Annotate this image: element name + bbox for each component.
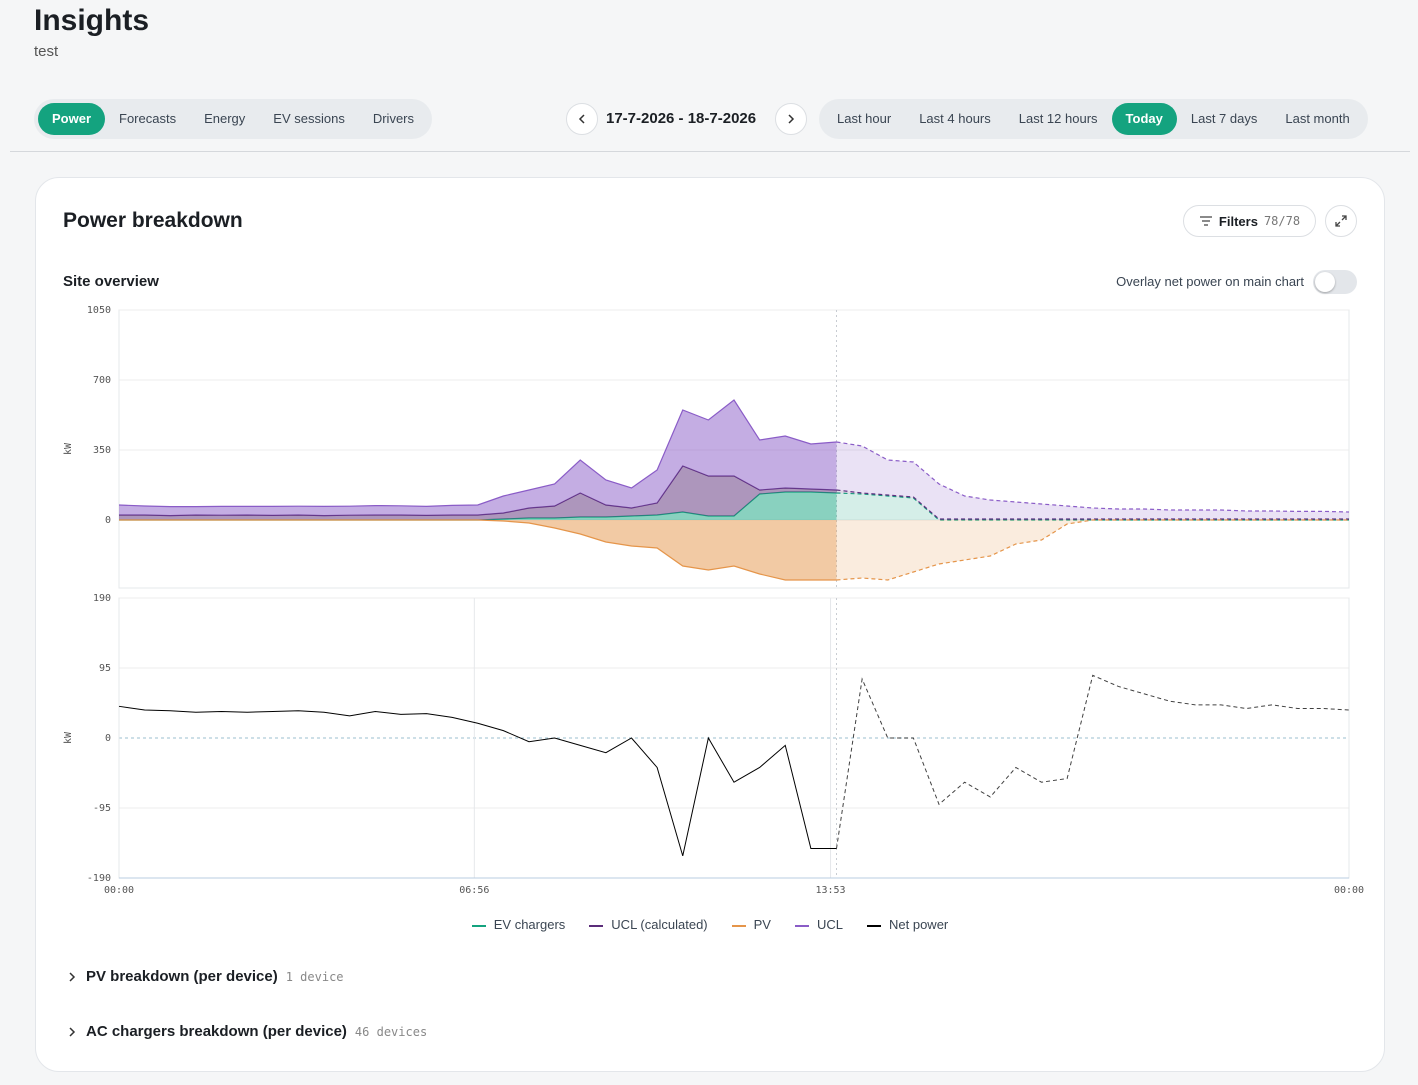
legend-item: UCL bbox=[794, 917, 843, 932]
y-tick-label: 0 bbox=[105, 515, 111, 526]
area-edge bbox=[119, 519, 837, 581]
legend-swatch bbox=[794, 924, 809, 927]
area bbox=[836, 520, 1349, 580]
legend-swatch bbox=[471, 924, 486, 927]
legend: EV chargers UCL (calculated) PV UCL Net powe… bbox=[35, 917, 1385, 932]
chevron bbox=[69, 1026, 76, 1037]
expand-icon bbox=[1335, 215, 1347, 227]
toggle-label: Overlay net power on main chart bbox=[1116, 274, 1304, 289]
x-tick-label: 00:00 bbox=[1334, 885, 1364, 896]
legend-label: UCL (calculated) bbox=[611, 917, 708, 932]
tab[interactable]: Energy bbox=[204, 111, 246, 126]
legend-swatch bbox=[589, 924, 604, 927]
legend-label: UCL bbox=[816, 917, 843, 932]
x-tick-label: 00:00 bbox=[104, 885, 134, 896]
area bbox=[119, 466, 837, 520]
y-axis-label: kW bbox=[63, 442, 74, 455]
y-tick-label: 1050 bbox=[87, 305, 111, 316]
legend-item: EV chargers bbox=[471, 917, 566, 932]
y-tick-label: 190 bbox=[93, 593, 111, 604]
chevron bbox=[788, 114, 795, 124]
range-option[interactable]: Last 7 days bbox=[1190, 111, 1258, 126]
range-selector: Last hour Last 4 hours Last 12 hours Today L… bbox=[819, 99, 1368, 139]
breakdown-count: 1 device bbox=[285, 969, 344, 984]
chevron bbox=[578, 114, 585, 124]
y-tick-label: -95 bbox=[93, 803, 111, 814]
legend-item: PV bbox=[731, 917, 771, 932]
filter-icon bbox=[1199, 216, 1212, 226]
tab[interactable]: Drivers bbox=[372, 111, 415, 126]
breakdown-row[interactable]: PV breakdown (per device) 1 device bbox=[66, 968, 344, 985]
breakdown-title: PV breakdown (per device) bbox=[86, 968, 278, 985]
legend-item: Net power bbox=[867, 917, 948, 932]
legend-swatch bbox=[731, 924, 746, 927]
prev-button[interactable] bbox=[566, 103, 598, 135]
line bbox=[836, 674, 1350, 849]
tab[interactable]: Power bbox=[38, 103, 106, 135]
range-option[interactable]: Last month bbox=[1285, 111, 1350, 126]
chevron bbox=[69, 971, 76, 982]
area bbox=[119, 520, 837, 580]
x-tick-label: 06:56 bbox=[459, 885, 489, 896]
area-edge bbox=[836, 492, 1349, 521]
y-tick-label: 0 bbox=[105, 733, 111, 744]
next-button[interactable] bbox=[775, 103, 807, 135]
card-title: Power breakdown bbox=[63, 209, 243, 232]
filters-count: 78/78 bbox=[1263, 214, 1301, 228]
tab[interactable]: EV sessions bbox=[273, 111, 345, 126]
y-tick-label: -190 bbox=[87, 873, 111, 884]
y-tick-label: 350 bbox=[93, 445, 111, 456]
filters-label: Filters bbox=[1218, 213, 1258, 229]
legend-swatch bbox=[867, 924, 881, 927]
area-edge bbox=[836, 489, 1349, 520]
y-tick-label: 95 bbox=[99, 663, 111, 674]
breakdown-row[interactable]: AC chargers breakdown (per device) 46 dev… bbox=[66, 1023, 427, 1040]
area-edge bbox=[836, 519, 1349, 581]
expand-button[interactable] bbox=[1325, 205, 1357, 237]
tabs: Power Forecasts Energy EV sessions Drivers bbox=[34, 99, 433, 139]
breakdown-count: 46 devices bbox=[354, 1024, 428, 1039]
breakdown-title: AC chargers breakdown (per device) bbox=[86, 1023, 347, 1040]
tab[interactable]: Forecasts bbox=[119, 111, 177, 126]
legend-item: UCL (calculated) bbox=[589, 917, 708, 932]
page-subtitle: test bbox=[34, 43, 59, 60]
y-axis-label: kW bbox=[63, 731, 74, 744]
x-tick-label: 13:53 bbox=[815, 885, 845, 896]
divider bbox=[10, 151, 1410, 152]
filters-button[interactable]: Filters 78/78 bbox=[1183, 205, 1316, 237]
area bbox=[836, 493, 1349, 520]
range-option[interactable]: Last 4 hours bbox=[919, 111, 991, 126]
legend-label: EV chargers bbox=[493, 917, 566, 932]
legend-label: Net power bbox=[889, 917, 949, 932]
card bbox=[35, 177, 1385, 1072]
area-edge bbox=[836, 441, 1350, 513]
legend-label: PV bbox=[753, 917, 771, 932]
page-title: Insights bbox=[34, 4, 150, 37]
range-option[interactable]: Last 12 hours bbox=[1018, 111, 1098, 126]
area-edge bbox=[118, 399, 837, 508]
area bbox=[119, 492, 837, 520]
toggle[interactable] bbox=[1313, 270, 1357, 294]
range-option[interactable]: Today bbox=[1111, 103, 1177, 135]
section-title: Site overview bbox=[63, 273, 159, 290]
line bbox=[118, 705, 837, 857]
area bbox=[119, 400, 837, 516]
range-option[interactable]: Last hour bbox=[837, 111, 892, 126]
toggle-knob bbox=[1315, 272, 1335, 292]
y-tick-label: 700 bbox=[93, 375, 111, 386]
area bbox=[836, 442, 1349, 519]
date-range: 17-7-2026 - 18-7-2026 bbox=[606, 110, 757, 127]
